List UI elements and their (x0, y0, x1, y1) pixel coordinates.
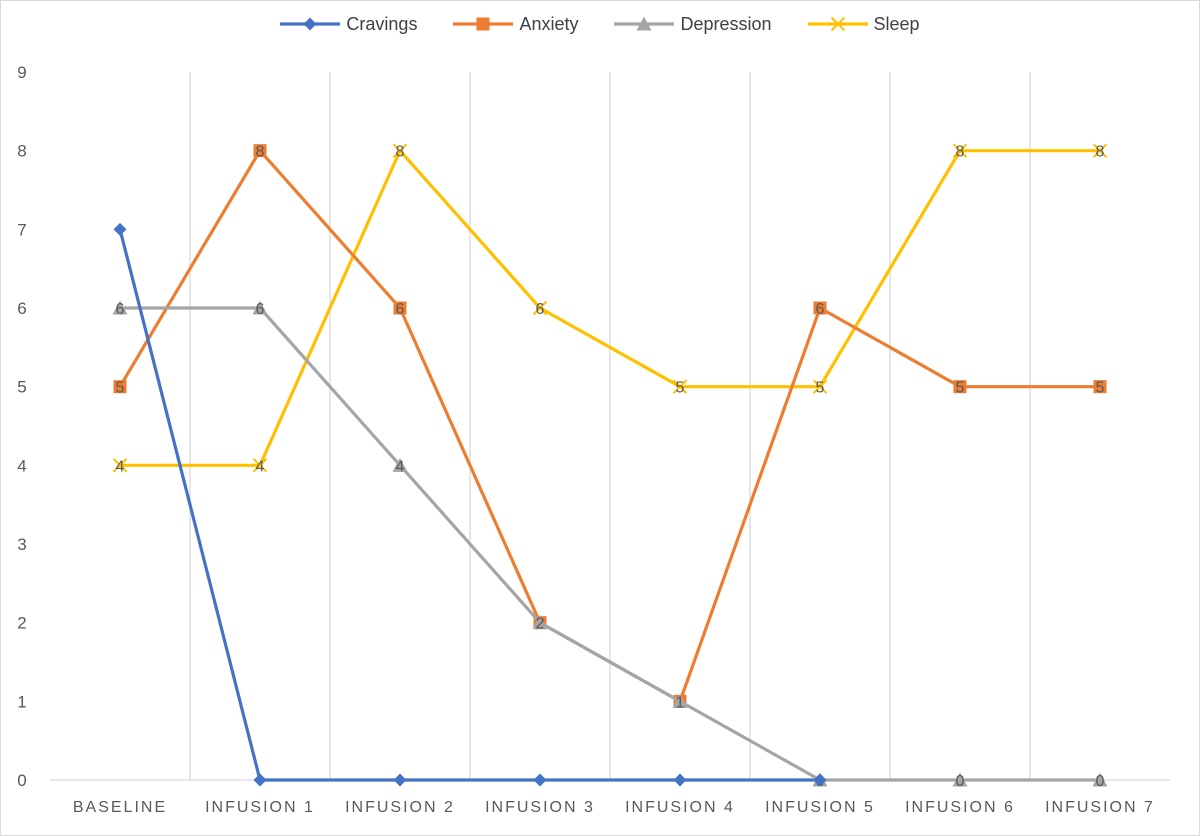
x-tick-label: INFUSION 5 (765, 799, 875, 816)
marker-stroke (532, 300, 548, 316)
y-tick-label: 2 (17, 614, 26, 633)
data-label: 4 (256, 458, 265, 475)
data-point-marker (952, 143, 968, 158)
data-label: 6 (536, 301, 545, 318)
data-label: 8 (396, 144, 405, 161)
data-label: 0 (1096, 773, 1105, 790)
data-point-marker (1092, 143, 1108, 158)
data-point-marker (830, 16, 845, 32)
legend-swatch (280, 17, 341, 31)
data-label: 5 (676, 380, 685, 397)
data-label: 8 (956, 144, 965, 161)
data-point-marker (673, 773, 687, 787)
x-tick-label: INFUSION 1 (205, 799, 315, 816)
y-tick-label: 5 (17, 378, 26, 397)
x-tick-label: INFUSION 4 (625, 799, 735, 816)
data-label: 5 (956, 380, 965, 397)
legend-item-cravings: Cravings (280, 14, 417, 35)
data-label: 4 (116, 458, 125, 475)
data-point-marker (393, 301, 407, 315)
data-label: 5 (116, 380, 125, 397)
data-point-marker (253, 773, 267, 787)
data-point-marker (636, 16, 652, 31)
data-point-marker (812, 379, 828, 394)
marker-stroke (392, 143, 408, 158)
series-cravings (113, 222, 827, 787)
data-point-marker (252, 300, 268, 315)
legend-swatch (807, 16, 868, 32)
data-point-marker (1093, 380, 1107, 394)
series-line (118, 228, 820, 782)
data-point-marker (532, 615, 548, 630)
legend-swatch (614, 16, 675, 31)
marker-stroke (1092, 143, 1108, 158)
data-point-marker (393, 773, 407, 787)
data-point-marker (953, 380, 967, 394)
data-point-marker (813, 773, 827, 787)
data-point-marker (112, 458, 128, 473)
data-label: 4 (396, 458, 405, 475)
data-point-marker (392, 457, 408, 472)
series-line (120, 306, 1100, 782)
marker-stroke (812, 379, 828, 394)
data-point-marker (253, 144, 267, 158)
legend-label: Depression (680, 13, 772, 34)
data-point-marker (252, 458, 268, 473)
data-label: 5 (816, 380, 825, 397)
data-point-marker (813, 301, 827, 315)
legend-label: Cravings (346, 13, 418, 34)
data-label: 1 (676, 694, 685, 711)
data-point-marker (113, 222, 127, 236)
data-point-marker (1092, 772, 1108, 787)
y-tick-label: 0 (17, 771, 26, 790)
data-point-marker (533, 773, 547, 787)
series-sleep: 4 4 8 6 5 5 8 8 (112, 143, 1108, 475)
data-point-marker (112, 300, 128, 315)
x-tick-label: INFUSION 7 (1045, 799, 1155, 816)
y-tick-label: 9 (17, 63, 26, 82)
data-label: 2 (536, 616, 545, 633)
marker-stroke (672, 379, 688, 394)
x-tick-label: INFUSION 2 (345, 799, 455, 816)
data-point-marker (392, 143, 408, 158)
data-point-marker (303, 17, 317, 31)
marker-stroke (830, 16, 845, 32)
data-label: 5 (1096, 380, 1105, 397)
series-line (120, 149, 1100, 467)
data-label: 6 (116, 301, 125, 318)
marker-stroke (952, 143, 968, 158)
legend-swatch (453, 17, 514, 31)
data-point-marker (113, 380, 127, 394)
legend-item-depression: Depression (614, 13, 772, 35)
data-point-marker (952, 772, 968, 787)
legend: Cravings Anxiety Depression Sleep (0, 8, 1200, 40)
data-point-marker (532, 300, 548, 316)
x-tick-label: BASELINE (73, 799, 167, 816)
y-tick-label: 7 (17, 220, 26, 239)
data-label: 6 (396, 301, 405, 318)
data-label: 6 (816, 301, 825, 318)
y-tick-label: 3 (17, 535, 26, 554)
y-tick-label: 1 (17, 692, 26, 711)
legend-item-sleep: Sleep (807, 13, 920, 35)
x-tick-label: INFUSION 3 (485, 799, 595, 816)
x-tick-label: INFUSION 6 (905, 799, 1015, 816)
legend-label: Anxiety (519, 13, 579, 34)
marker-stroke (252, 458, 268, 473)
data-label: 0 (956, 773, 965, 790)
data-point-marker (476, 17, 490, 31)
data-label: 8 (1096, 144, 1105, 161)
data-point-marker (672, 379, 688, 394)
y-tick-label: 6 (17, 299, 26, 318)
data-point-marker (672, 693, 688, 708)
legend-label: Sleep (873, 13, 920, 34)
legend-item-anxiety: Anxiety (453, 14, 578, 35)
marker-stroke (112, 458, 128, 473)
data-label: 6 (256, 301, 265, 318)
data-label: 8 (256, 144, 265, 161)
y-tick-label: 4 (17, 456, 26, 475)
y-tick-label: 8 (17, 142, 26, 161)
